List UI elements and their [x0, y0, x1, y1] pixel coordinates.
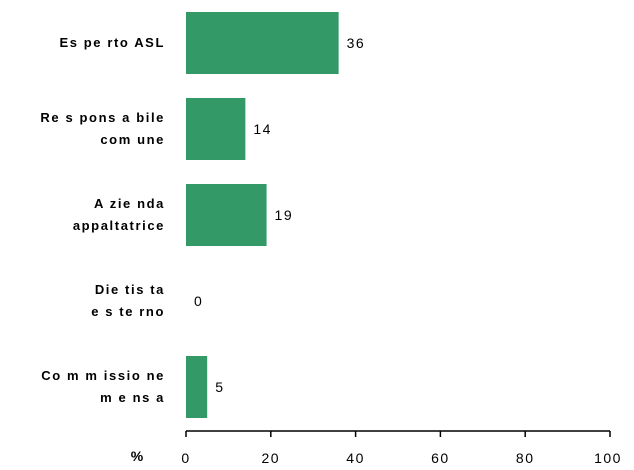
- x-tick-label-5: 100: [594, 450, 622, 466]
- value-label-0: 36: [347, 35, 366, 51]
- category-label-3-1: e s te rno: [91, 304, 165, 319]
- value-label-4: 5: [215, 379, 224, 395]
- bars-group: [186, 12, 339, 418]
- value-label-2: 19: [275, 207, 294, 223]
- x-tick-label-2: 40: [346, 450, 365, 466]
- bar-1: [186, 98, 246, 160]
- value-label-3: 0: [194, 293, 203, 309]
- category-label-2-0: A zie nda: [94, 196, 165, 211]
- category-label-4-0: Co m m issio ne: [41, 368, 165, 383]
- x-tick-label-1: 20: [262, 450, 281, 466]
- category-label-1-1: com une: [100, 132, 165, 147]
- category-label-1-0: Re s pons a bile: [40, 110, 165, 125]
- x-tick-label-3: 60: [431, 450, 450, 466]
- category-label-2-1: appaltatrice: [73, 218, 165, 233]
- category-label-0-0: Es pe rto ASL: [59, 35, 165, 50]
- bar-4: [186, 356, 208, 418]
- bar-0: [186, 12, 339, 74]
- x-tick-label-0: 0: [181, 450, 190, 466]
- x-tick-label-4: 80: [516, 450, 535, 466]
- category-labels-group: Es pe rto ASL Re s pons a bile com une A zi…: [40, 35, 165, 405]
- value-label-1: 14: [253, 121, 272, 137]
- bar-2: [186, 184, 267, 246]
- category-label-4-1: m e ns a: [100, 390, 165, 405]
- x-ticks-group: 0 20 40 60 80 100: [181, 431, 622, 466]
- x-axis-title: %: [131, 448, 144, 464]
- category-label-3-0: Die tis ta: [95, 282, 165, 297]
- value-labels-group: 36 14 19 0 5: [194, 35, 366, 395]
